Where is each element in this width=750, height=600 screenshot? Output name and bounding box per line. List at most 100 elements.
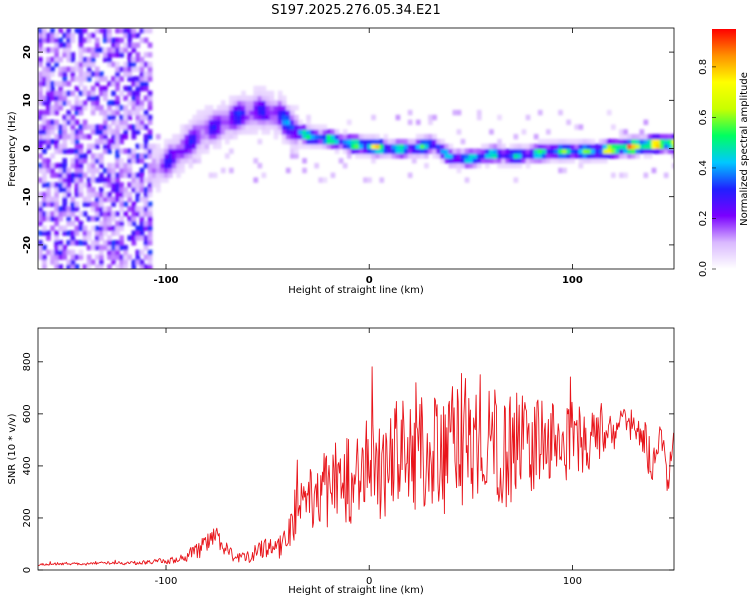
spectrogram-cell: [208, 114, 214, 121]
spectrogram-cell: [46, 196, 51, 203]
spectrogram-cell: [74, 158, 80, 164]
spectrogram-cell: [103, 220, 108, 227]
spectrogram-cell: [54, 134, 59, 140]
spectrogram-cell: [155, 187, 161, 193]
spectrogram-cell: [233, 95, 238, 101]
spectrogram-cell: [261, 124, 267, 130]
spectrogram-cell: [99, 129, 104, 135]
spectrogram-cell: [82, 56, 88, 63]
spectrogram-cell: [151, 158, 157, 164]
spectrogram-cell: [54, 191, 59, 198]
spectrogram-cell: [558, 167, 563, 174]
spectrogram-cell: [253, 119, 259, 125]
spectrogram-cell: [131, 61, 137, 68]
spectrogram-cell: [602, 138, 608, 145]
spectrogram-cell: [107, 163, 112, 169]
spectrogram-cell: [220, 119, 226, 125]
spectrogram-cell: [62, 249, 68, 256]
spectrogram-cell: [574, 148, 580, 154]
spectrogram-cell: [176, 153, 181, 159]
spectrogram-cell: [46, 105, 51, 111]
spectrogram-cell: [440, 148, 445, 154]
spectrogram-cell: [99, 163, 104, 169]
spectrogram-cell: [86, 95, 92, 101]
spectrogram-cell: [582, 148, 588, 154]
spectrogram-cell: [334, 148, 340, 154]
spectrogram-cell: [115, 143, 120, 150]
spectrogram-cell: [342, 148, 348, 154]
spectrogram-cell: [521, 153, 527, 159]
spectrogram-cell: [489, 153, 494, 159]
spectrogram-cell: [566, 158, 571, 164]
spectrogram-cell: [261, 172, 267, 178]
spectrogram-cell: [115, 182, 120, 188]
spectrogram-cell: [62, 124, 68, 130]
spectrogram-cell: [58, 28, 63, 34]
spectrogram-cell: [54, 138, 59, 145]
spectrogram-cell: [424, 134, 429, 140]
spectrogram-cell: [273, 119, 279, 125]
spectrogram-cell: [159, 167, 165, 174]
spectrogram-cell: [54, 52, 59, 58]
spectrogram-cell: [131, 172, 137, 178]
spectrogram-cell: [245, 114, 250, 121]
spectrogram-cell: [611, 138, 616, 145]
spectrogram-cell: [135, 100, 141, 106]
spectrogram-cell: [216, 114, 222, 121]
spectrogram-cell: [54, 259, 59, 265]
spectrogram-cell: [631, 134, 636, 140]
spectrogram-cell: [460, 163, 466, 169]
spectrogram-cell: [224, 153, 230, 159]
spectrogram-cell: [42, 201, 47, 207]
spectrogram-cell: [38, 240, 43, 246]
colorbar-tick-label: 0.0: [698, 261, 709, 277]
spectrogram-cell: [245, 95, 250, 101]
spectrogram-cell: [192, 119, 198, 125]
spectrogram-cell: [582, 158, 588, 164]
spectrogram-cell: [204, 148, 210, 154]
spectrogram-cell: [78, 220, 84, 227]
spectrogram-cell: [94, 167, 100, 174]
spectrogram-cell: [464, 153, 470, 159]
spectrogram-cell: [127, 109, 133, 116]
spectrogram-cell: [590, 138, 596, 145]
spectrogram-cell: [489, 158, 494, 164]
spectrogram-cell: [659, 134, 665, 140]
spectrogram-cell: [99, 109, 104, 116]
spectrogram-cell: [192, 114, 198, 121]
spectrogram-cell: [115, 138, 120, 145]
spectrogram-cell: [54, 187, 59, 193]
spectrogram-cell: [367, 134, 372, 140]
spectrogram-cell: [111, 42, 116, 48]
spectrogram-cell: [94, 100, 100, 106]
y-tick-label: 10: [22, 93, 33, 107]
spectrogram-cell: [460, 153, 466, 159]
spectrogram-cell: [265, 105, 271, 111]
spectrogram-cell: [415, 143, 421, 150]
spectrogram-cell: [131, 28, 137, 34]
spectrogram-cell: [387, 138, 393, 145]
spectrogram-cell: [70, 32, 76, 39]
spectrogram-cell: [62, 90, 68, 97]
spectrogram-cell: [277, 95, 283, 101]
spectrogram-cell: [562, 153, 567, 159]
spectrogram-cell: [135, 66, 141, 72]
spectrogram-cell: [42, 216, 47, 222]
spectrogram-cell: [172, 163, 177, 169]
spectrogram-cell: [277, 100, 283, 106]
spectrogram-cell: [82, 182, 88, 188]
spectrogram-cell: [46, 71, 51, 77]
spectrogram-cell: [94, 76, 100, 82]
spectrogram-cell: [119, 235, 124, 241]
spectrogram-cell: [155, 153, 161, 159]
spectrogram-x-label: Height of straight line (km): [288, 285, 424, 296]
spectrogram-cell: [119, 119, 124, 125]
spectrogram-cell: [257, 114, 263, 121]
y-tick-label: 400: [22, 456, 33, 475]
spectrogram-cell: [50, 28, 55, 34]
spectrogram-cell: [375, 143, 380, 150]
spectrogram-cell: [521, 148, 527, 154]
spectrogram-cell: [62, 52, 68, 58]
spectrogram-cell: [176, 172, 181, 178]
spectrogram-cell: [135, 143, 141, 150]
